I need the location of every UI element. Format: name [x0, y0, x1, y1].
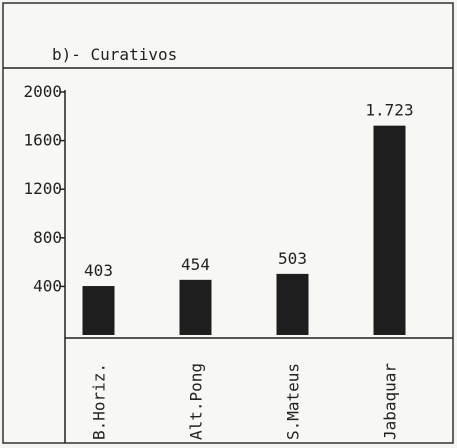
x-tick-label: S.Mateus	[284, 363, 303, 440]
value-label: 454	[181, 255, 210, 274]
y-tick-label: 800	[33, 228, 62, 247]
x-tick-label: B.Horiz.	[90, 363, 109, 440]
value-label: 1.723	[365, 101, 413, 120]
y-tick-label: 2000	[23, 82, 62, 101]
bar	[373, 125, 406, 335]
value-label: 403	[84, 261, 113, 280]
chart-title: b)- Curativos	[52, 45, 177, 64]
y-tick-label: 400	[33, 276, 62, 295]
value-label: 503	[278, 249, 307, 268]
bar	[276, 273, 309, 335]
y-tick-label: 1600	[23, 131, 62, 150]
x-tick-label: Jabaquar	[381, 363, 400, 440]
y-tick-label: 1200	[23, 179, 62, 198]
x-tick-label: Alt.Pong	[187, 363, 206, 440]
bar	[82, 286, 115, 335]
bar	[179, 279, 212, 335]
